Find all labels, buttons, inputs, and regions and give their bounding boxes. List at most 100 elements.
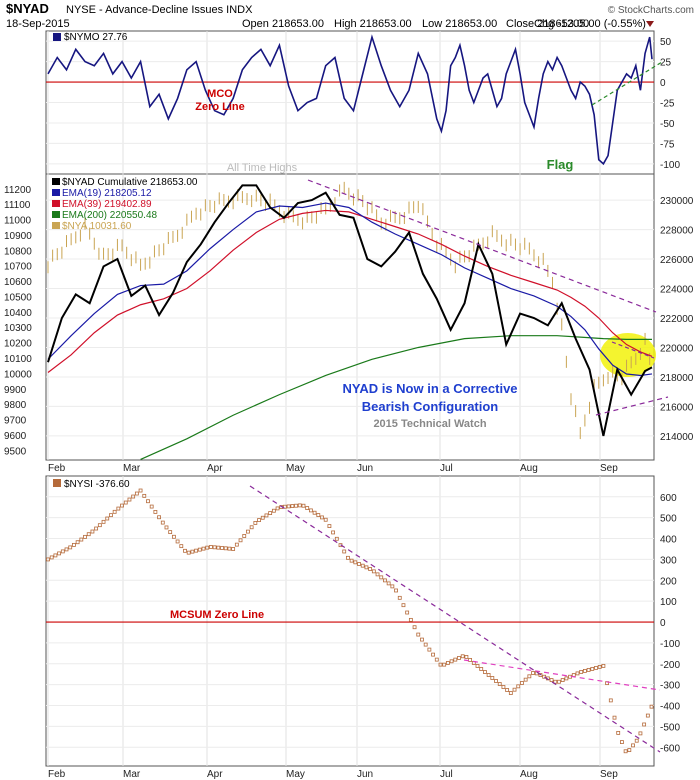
nyad-right-tick-label: 222000 bbox=[660, 314, 694, 325]
nysi-point bbox=[438, 662, 443, 667]
nysi-point bbox=[560, 678, 565, 682]
x-tick-label: Sep bbox=[600, 463, 618, 474]
nysi-point bbox=[379, 575, 384, 580]
nysi-point bbox=[334, 536, 339, 541]
nysi-point bbox=[360, 563, 365, 568]
nysi-point bbox=[427, 647, 432, 652]
ohlc-close: Close 218653.00 bbox=[506, 18, 589, 30]
nysi-point bbox=[383, 578, 387, 583]
nyad-right-tick-label: 220000 bbox=[660, 343, 694, 354]
nymo-y-tick-label: 50 bbox=[660, 37, 672, 48]
panel-bottom-frame bbox=[45, 475, 655, 767]
nysi-point bbox=[153, 510, 158, 514]
corrective-note-line1: NYAD is Now in a Corrective bbox=[342, 381, 517, 396]
nysi-point bbox=[412, 625, 417, 630]
nysi-point bbox=[194, 548, 199, 553]
nysi-point bbox=[408, 617, 413, 622]
nysi-point bbox=[223, 546, 228, 551]
x-tick-label: Feb bbox=[48, 769, 66, 780]
nyad-panel bbox=[47, 179, 669, 461]
nysi-point bbox=[72, 542, 76, 547]
nysi-point bbox=[631, 743, 635, 748]
nyad-legend-swatch bbox=[52, 211, 60, 218]
nysi-y-tick-label: -300 bbox=[660, 681, 680, 692]
x-tick-label: May bbox=[286, 463, 305, 474]
nysi-point bbox=[175, 539, 180, 544]
nysi-point bbox=[445, 661, 450, 665]
nyad-legend-entry: EMA(200) 220550.48 bbox=[62, 210, 158, 221]
nysi-point bbox=[497, 682, 502, 686]
nysi-point bbox=[557, 679, 561, 684]
nysi-point bbox=[531, 671, 535, 675]
axis-layer: Feb Feb Mar Mar Apr Apr May May Jun Jun Jul Jul Aug A… bbox=[4, 37, 694, 780]
nya-left-tick-label: 11100 bbox=[4, 200, 31, 211]
change-down-icon bbox=[646, 21, 654, 27]
nysi-point bbox=[597, 664, 602, 669]
nysi-point bbox=[627, 748, 632, 752]
nymo-y-tick-label: -100 bbox=[660, 160, 680, 171]
nysi-point bbox=[434, 657, 439, 662]
ema200-line bbox=[140, 335, 652, 461]
nysi-point bbox=[60, 549, 65, 554]
nysi-point bbox=[364, 565, 369, 570]
nysi-point bbox=[268, 511, 273, 515]
nysi-point bbox=[179, 544, 184, 549]
nysi-y-tick-label: 400 bbox=[660, 535, 677, 546]
nysi-point bbox=[623, 749, 628, 754]
nysi-point bbox=[375, 572, 380, 577]
nysi-y-tick-label: 0 bbox=[660, 618, 666, 629]
nysi-point bbox=[486, 673, 491, 677]
nysi-point bbox=[490, 676, 495, 680]
nysi-point bbox=[612, 715, 617, 720]
nysi-point bbox=[483, 670, 487, 674]
nysi-point bbox=[149, 504, 154, 509]
nya-left-tick-label: 10200 bbox=[4, 339, 32, 350]
nysi-y-tick-label: 300 bbox=[660, 555, 677, 566]
nysi-point bbox=[457, 656, 461, 660]
nymo-y-tick-label: -50 bbox=[660, 119, 675, 130]
nysi-point bbox=[138, 488, 143, 493]
x-tick-label: Feb bbox=[48, 463, 66, 474]
nysi-point bbox=[53, 553, 58, 558]
nysi-point bbox=[112, 509, 117, 514]
nymo-panel bbox=[46, 34, 663, 166]
nyad-right-tick-label: 218000 bbox=[660, 373, 694, 384]
nysi-y-tick-label: 200 bbox=[660, 576, 677, 587]
x-tick-label: Jul bbox=[440, 463, 453, 474]
nysi-point bbox=[271, 508, 276, 513]
nysi-point bbox=[501, 685, 506, 689]
nysi-point bbox=[505, 688, 510, 692]
nysi-point bbox=[349, 558, 354, 563]
chart-date: 18-Sep-2015 bbox=[6, 18, 70, 30]
nysi-point bbox=[420, 637, 424, 642]
nysi-y-tick-label: -200 bbox=[660, 660, 680, 671]
nysi-y-tick-label: 600 bbox=[660, 493, 677, 504]
nysi-point bbox=[186, 550, 191, 555]
nyad-legend-entry: $NYA 10031.60 bbox=[62, 221, 132, 232]
ohlc-high: High 218653.00 bbox=[334, 18, 412, 30]
nysi-point bbox=[353, 560, 358, 565]
x-tick-label: May bbox=[286, 769, 305, 780]
nymo-legend: $NYMO 27.76 bbox=[64, 32, 128, 43]
nysi-point bbox=[368, 567, 373, 571]
x-tick-label: Jun bbox=[357, 463, 373, 474]
nymo-line bbox=[47, 34, 653, 166]
nya-left-tick-label: 10600 bbox=[4, 277, 32, 288]
nysi-y-tick-label: 500 bbox=[660, 514, 677, 525]
nysi-point bbox=[46, 557, 50, 562]
nysi-point bbox=[431, 652, 435, 657]
nysi-point bbox=[316, 513, 321, 517]
nysi-point bbox=[249, 525, 254, 530]
nysi-point bbox=[401, 603, 406, 608]
nysi-point bbox=[320, 515, 324, 520]
x-tick-label: Mar bbox=[123, 463, 141, 474]
grid-layer bbox=[46, 31, 654, 766]
x-tick-label: Aug bbox=[520, 769, 538, 780]
nysi-point bbox=[642, 722, 647, 727]
nysi-point bbox=[449, 659, 454, 664]
nysi-point bbox=[586, 667, 591, 672]
nyad-legend-entry: $NYAD Cumulative 218653.00 bbox=[62, 177, 198, 188]
nysi-point bbox=[49, 555, 54, 560]
